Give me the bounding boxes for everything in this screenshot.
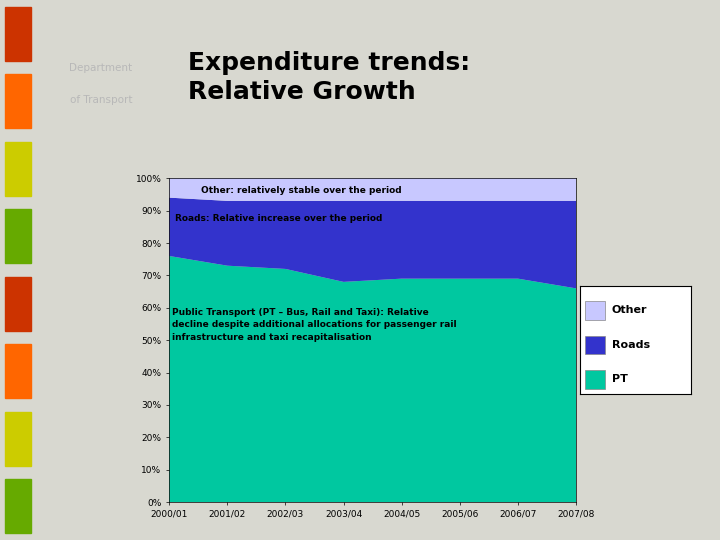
Bar: [6, 209, 30, 263]
Bar: [6, 411, 30, 465]
Bar: [6, 276, 30, 330]
Bar: [6, 141, 30, 195]
Text: Other: relatively stable over the period: Other: relatively stable over the period: [201, 186, 402, 195]
Bar: [6, 6, 30, 60]
Bar: [6, 345, 30, 399]
Text: Other: Other: [612, 305, 647, 315]
Bar: [585, 336, 606, 354]
Text: Public Transport (PT – Bus, Rail and Taxi): Relative
decline despite additional : Public Transport (PT – Bus, Rail and Tax…: [172, 308, 456, 342]
Bar: [6, 74, 30, 128]
Text: of Transport: of Transport: [70, 96, 132, 105]
Text: PT: PT: [612, 374, 628, 384]
Bar: [6, 480, 30, 534]
Bar: [585, 370, 606, 389]
Text: Department: Department: [69, 63, 132, 73]
Text: Roads: Relative increase over the period: Roads: Relative increase over the period: [175, 214, 382, 223]
Text: Roads: Roads: [612, 340, 650, 349]
Bar: [585, 301, 606, 320]
Text: Expenditure trends:
Relative Growth: Expenditure trends: Relative Growth: [188, 51, 470, 104]
